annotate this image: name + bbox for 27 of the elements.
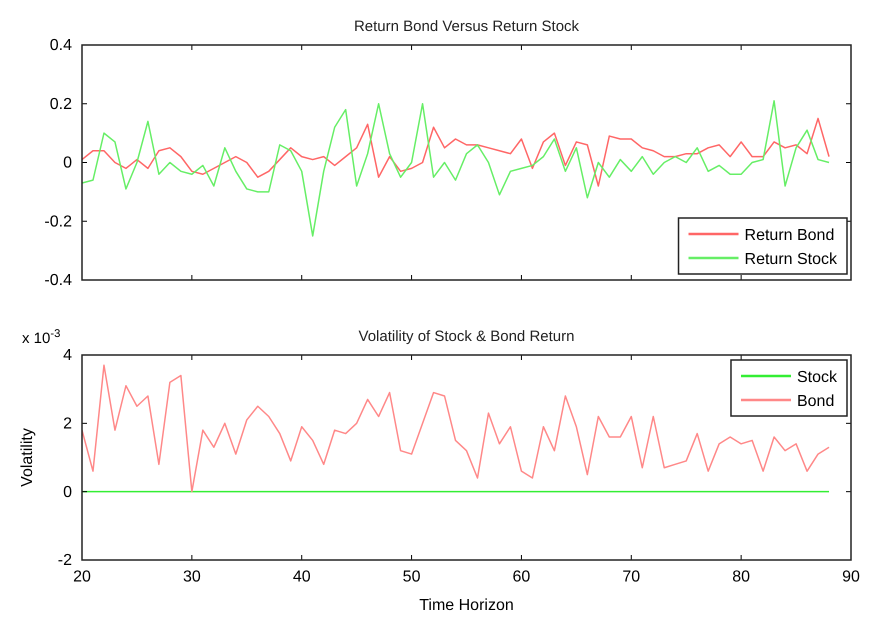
y-tick-label: 4 — [63, 347, 72, 364]
legend-label: Return Bond — [744, 227, 834, 244]
y-tick-label: -0.4 — [44, 272, 72, 290]
line-series — [82, 118, 830, 187]
x-tick-label: 90 — [842, 568, 860, 586]
x-tick-label: 70 — [622, 568, 640, 586]
y-tick-label: -0.2 — [44, 213, 72, 230]
chart-title: Volatility of Stock & Bond Return — [358, 328, 574, 345]
y-tick-label: 0.2 — [50, 96, 72, 113]
x-axis-title: Time Horizon — [419, 597, 514, 614]
chart-title: Return Bond Versus Return Stock — [354, 18, 580, 35]
x-tick-label: 30 — [182, 568, 201, 586]
y-tick-label: 0 — [63, 484, 72, 501]
legend-label: Stock — [796, 369, 838, 386]
text: x 10$^{-3}$ — [22, 328, 60, 347]
y-tick-label: 0 — [63, 154, 72, 172]
y-tick-label: 2 — [63, 415, 72, 432]
y-tick-label: -2 — [58, 552, 72, 570]
x-tick-label: 20 — [73, 568, 91, 586]
x-tick-label: 80 — [732, 568, 750, 586]
x-tick-label: 60 — [512, 568, 530, 586]
x-tick-label: 40 — [292, 568, 311, 586]
legend-label: Return Stock — [744, 251, 838, 268]
y-tick-label: 0.4 — [50, 37, 72, 54]
x-tick-label: 50 — [402, 568, 421, 586]
y-axis-title: Volatility — [19, 428, 36, 487]
legend-label: Bond — [796, 393, 834, 410]
